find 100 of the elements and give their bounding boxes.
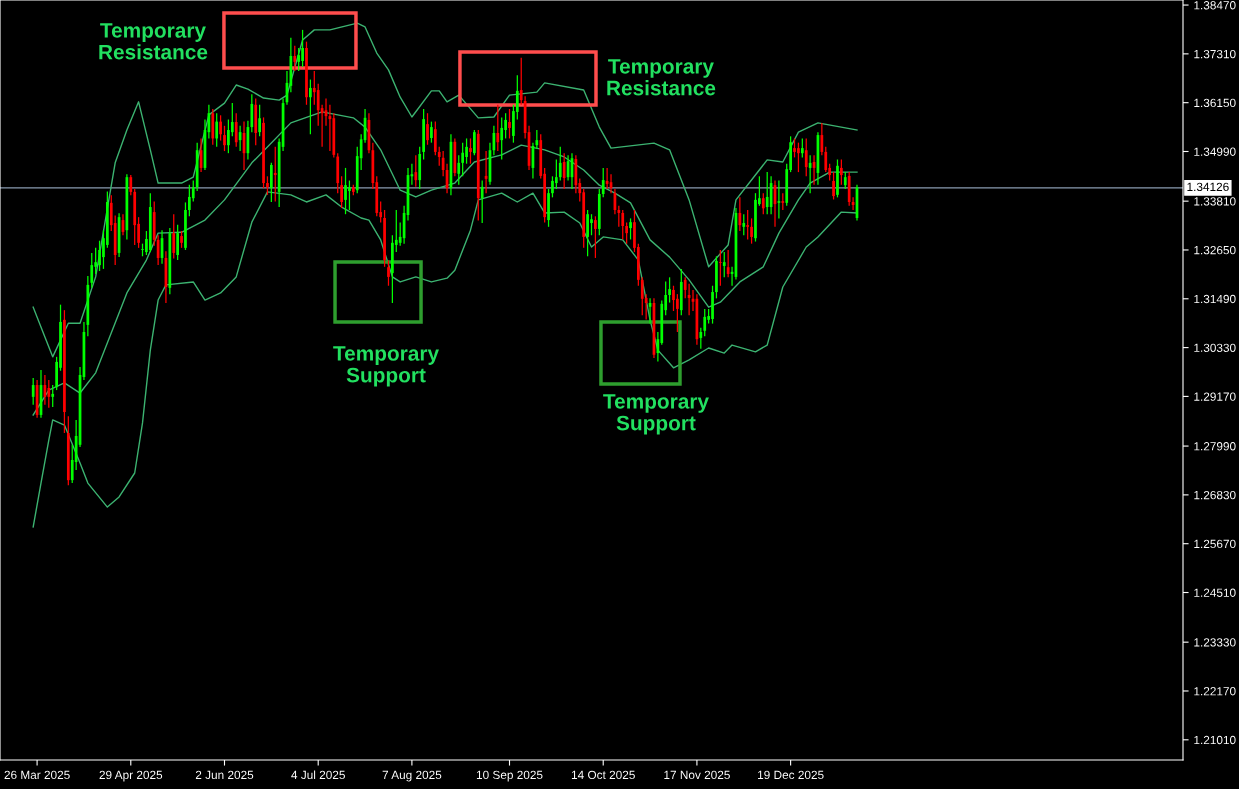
candlestick (754, 192, 757, 243)
candlestick (90, 252, 94, 289)
candlestick (269, 162, 273, 203)
candlestick (797, 142, 800, 173)
candlestick (761, 192, 765, 215)
y-tick-label: 1.22170 (1194, 687, 1236, 696)
candlestick (344, 167, 347, 215)
candlestick (722, 251, 726, 278)
candlestick (715, 255, 718, 299)
candlestick (668, 276, 671, 304)
x-tick-label: 4 Jul 2025 (291, 770, 345, 780)
candlestick (31, 377, 35, 406)
candlestick (804, 137, 808, 177)
candlestick (180, 230, 183, 249)
candlestick (676, 293, 679, 333)
candlestick (305, 41, 308, 106)
candlestick (426, 112, 429, 146)
candlestick (718, 249, 722, 287)
x-tick-label: 17 Nov 2025 (664, 770, 730, 780)
candlestick (765, 171, 769, 215)
candlestick (473, 129, 476, 156)
candlestick (808, 154, 812, 194)
candlestick (832, 171, 835, 201)
candlestick (836, 158, 839, 198)
candlestick (301, 29, 304, 68)
y-tick-label: 1.33810 (1194, 197, 1236, 206)
y-tick-label: 1.32650 (1194, 246, 1236, 255)
candlestick (793, 137, 796, 159)
candlestick (465, 137, 468, 165)
candlestick (496, 104, 500, 152)
candlestick (340, 175, 343, 209)
candlestick (840, 158, 843, 186)
candlestick (562, 152, 566, 190)
candlestick (742, 213, 746, 236)
candlestick (129, 174, 133, 196)
candlestick (273, 146, 277, 203)
candlestick (551, 175, 554, 198)
candlestick (258, 104, 261, 137)
y-tick-label: 1.29170 (1194, 392, 1236, 401)
candlestick (711, 285, 714, 325)
candlestick (215, 112, 219, 148)
candlestick (457, 154, 461, 186)
candlestick (586, 209, 589, 257)
candlestick (219, 114, 222, 142)
candlestick (750, 217, 753, 245)
candlestick (348, 179, 351, 211)
candlestick (726, 249, 730, 278)
candlestick (469, 137, 472, 165)
annotation: Temporary Resistance (99, 23, 208, 60)
y-tick-label: 1.38470 (1194, 1, 1236, 10)
y-tick-label: 1.24510 (1194, 588, 1236, 597)
annotation: Temporary Resistance (607, 59, 716, 96)
candlestick (500, 116, 504, 161)
y-tick-label: 1.36150 (1194, 98, 1236, 108)
candlestick (672, 285, 675, 312)
candlestick (47, 379, 51, 409)
candlestick (414, 154, 418, 188)
candlestick (554, 158, 558, 190)
candlestick (746, 209, 750, 241)
candlestick (187, 184, 191, 217)
candlestick (433, 120, 437, 156)
candlestick (699, 327, 703, 350)
candlestick (738, 196, 742, 232)
x-tick-label: 26 Mar 2025 (4, 770, 70, 780)
ref-line-label: 1.34126 (1187, 182, 1229, 192)
candlestick (508, 108, 511, 140)
annotation: Temporary Support (603, 394, 709, 435)
candlestick (800, 137, 804, 159)
candlestick (234, 112, 238, 148)
x-tick-label: 14 Oct 2025 (571, 770, 635, 780)
candlestick (63, 309, 66, 434)
y-tick-label: 1.30330 (1194, 343, 1236, 352)
candlestick (176, 224, 180, 261)
candlestick (461, 142, 465, 177)
candlestick (625, 221, 629, 245)
candlestick (51, 384, 55, 408)
candlestick (601, 167, 605, 198)
candlestick (558, 146, 562, 182)
y-tick-label: 1.23330 (1194, 638, 1236, 647)
candlestick (223, 125, 226, 152)
candlestick (293, 45, 297, 72)
candlestick (387, 259, 390, 287)
candlestick (640, 276, 644, 316)
y-tick-label: 1.27990 (1194, 442, 1236, 451)
candlestick (590, 213, 593, 236)
candlestick (594, 215, 597, 259)
x-tick-label: 10 Sep 2025 (476, 770, 543, 782)
y-tick-label: 1.26830 (1194, 490, 1236, 500)
candlestick (430, 120, 433, 144)
y-tick-label: 1.25670 (1194, 539, 1236, 549)
candlestick (184, 201, 187, 251)
candlestick (227, 118, 230, 154)
x-tick-label: 19 Dec 2025 (758, 770, 824, 780)
annotation: Temporary Support (333, 346, 439, 387)
candlestick (312, 70, 316, 106)
candlestick (621, 209, 625, 241)
candlestick (266, 175, 269, 196)
candlestick (172, 213, 176, 260)
candlestick (480, 179, 484, 224)
candlestick (262, 116, 265, 189)
